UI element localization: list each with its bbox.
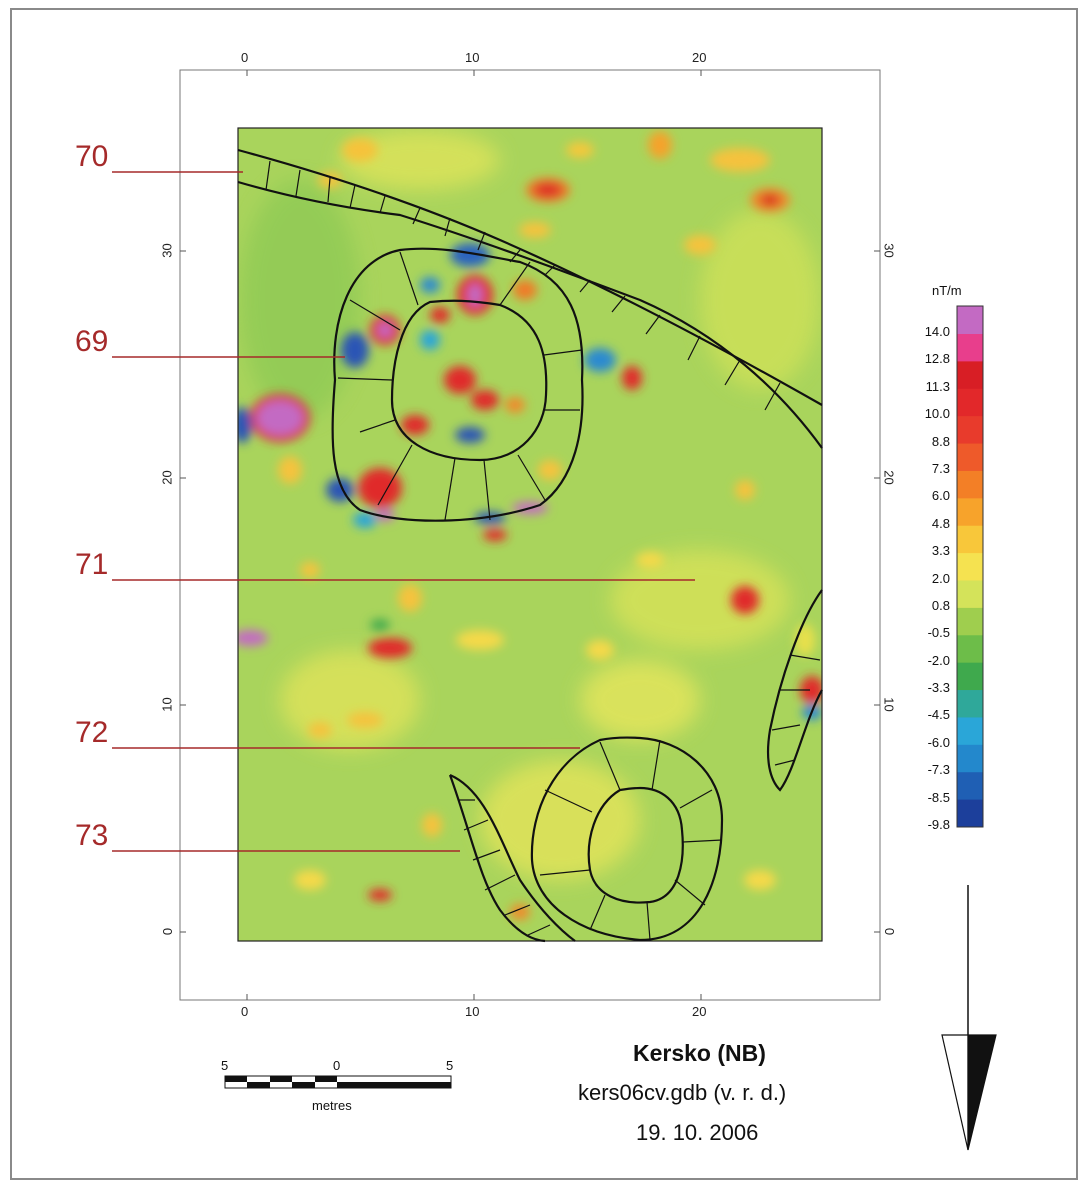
- y-tick-right-0: 0: [882, 927, 898, 936]
- legend-label: 4.8: [931, 515, 950, 531]
- map-title: Kersko (NB): [633, 1040, 766, 1066]
- y-tick-right-30: 30: [881, 243, 897, 258]
- legend-label: -6.0: [927, 734, 950, 750]
- legend-swatch: [957, 744, 983, 773]
- legend-swatch: [957, 635, 983, 664]
- scale-unit: metres: [312, 1098, 352, 1113]
- y-tick-left-20: 20: [159, 470, 175, 485]
- map-date: 19. 10. 2006: [636, 1120, 759, 1145]
- x-tick-bottom-0: 0: [241, 1004, 249, 1019]
- y-tick-left-30: 30: [159, 243, 175, 258]
- axis-tick-marks: [180, 70, 880, 1000]
- y-tick-left-10: 10: [159, 697, 175, 712]
- legend-label: -4.5: [927, 707, 950, 723]
- legend-label: 11.3: [925, 378, 950, 394]
- y-tick-left-0: 0: [160, 927, 176, 936]
- legend-label: -8.5: [927, 789, 950, 805]
- legend-swatch: [957, 470, 983, 499]
- enclosure-inner: [390, 299, 548, 462]
- legend-swatch: [957, 306, 983, 335]
- profile-label-71: 71: [75, 548, 109, 581]
- legend-swatch: [957, 334, 983, 362]
- map-border: [237, 127, 823, 942]
- map-file-name: kers06cv.gdb (v. r. d.): [578, 1080, 787, 1105]
- x-tick-bottom-20: 20: [692, 1004, 707, 1019]
- legend-swatch: [957, 690, 983, 718]
- scale-label-middle: 0: [333, 1058, 341, 1073]
- x-tick-top-0: 0: [241, 50, 249, 65]
- enclosure-outer: [331, 247, 584, 522]
- legend-swatch: [957, 498, 983, 527]
- x-tick-bottom-10: 10: [465, 1004, 480, 1019]
- profile-label-73: 73: [75, 819, 109, 852]
- scale-label-right: 5: [446, 1058, 454, 1073]
- legend-label: -2.0: [927, 652, 950, 668]
- scale-label-left: 5: [221, 1058, 229, 1073]
- magnetic-field-raster: [238, 128, 822, 941]
- profile-label-69: 69: [75, 325, 109, 358]
- curve-ditch-right: [449, 773, 576, 942]
- profile-label-72: 72: [75, 716, 109, 749]
- legend-swatch: [957, 553, 983, 581]
- ditch-outer-bottom: [237, 180, 823, 449]
- x-tick-top-20: 20: [692, 50, 707, 65]
- legend-unit: nT/m: [932, 283, 962, 298]
- ditch-outer-top: [237, 148, 823, 406]
- legend-swatch: [957, 607, 983, 636]
- legend-label: 14.0: [924, 324, 950, 339]
- north-arrow-icon: [941, 885, 997, 1151]
- legend-swatch: [957, 443, 983, 472]
- legend-swatch: [957, 662, 983, 691]
- feature-outlines: [237, 148, 823, 943]
- legend-label: 3.3: [931, 543, 950, 559]
- legend-label: 8.8: [931, 433, 950, 449]
- figure-frame: [10, 8, 1078, 1180]
- edge-feature: [766, 589, 823, 792]
- scale-bar: [224, 1075, 452, 1089]
- legend-swatch: [957, 388, 983, 417]
- legend-label: -3.3: [927, 680, 950, 696]
- profile-lines: [112, 171, 695, 852]
- legend-swatch: [957, 361, 983, 390]
- legend-color-bar: [957, 306, 983, 828]
- legend-swatch: [957, 717, 983, 746]
- ring-outer: [530, 736, 724, 942]
- legend-label: 12.8: [924, 351, 950, 367]
- axis-frame: [179, 69, 881, 1001]
- legend-label: 6.0: [931, 488, 950, 504]
- legend-label: -7.3: [927, 762, 950, 778]
- legend-label: 0.8: [931, 597, 950, 613]
- legend-label: -9.8: [927, 817, 950, 832]
- hachures: [265, 160, 821, 941]
- legend-swatch: [957, 772, 983, 801]
- legend-swatch: [957, 799, 983, 828]
- legend-swatch: [957, 525, 983, 554]
- legend-label: 10.0: [924, 406, 950, 422]
- legend-frame: [956, 305, 984, 828]
- curve-ditch-left: [448, 774, 546, 943]
- x-tick-top-10: 10: [465, 50, 480, 65]
- legend-label: 7.3: [931, 460, 950, 476]
- legend-label: 2.0: [931, 570, 950, 586]
- legend-swatch: [957, 580, 983, 609]
- profile-label-70: 70: [75, 140, 109, 173]
- legend-swatch: [957, 416, 983, 445]
- ring-inner: [587, 786, 684, 904]
- legend-label: -0.5: [927, 625, 950, 641]
